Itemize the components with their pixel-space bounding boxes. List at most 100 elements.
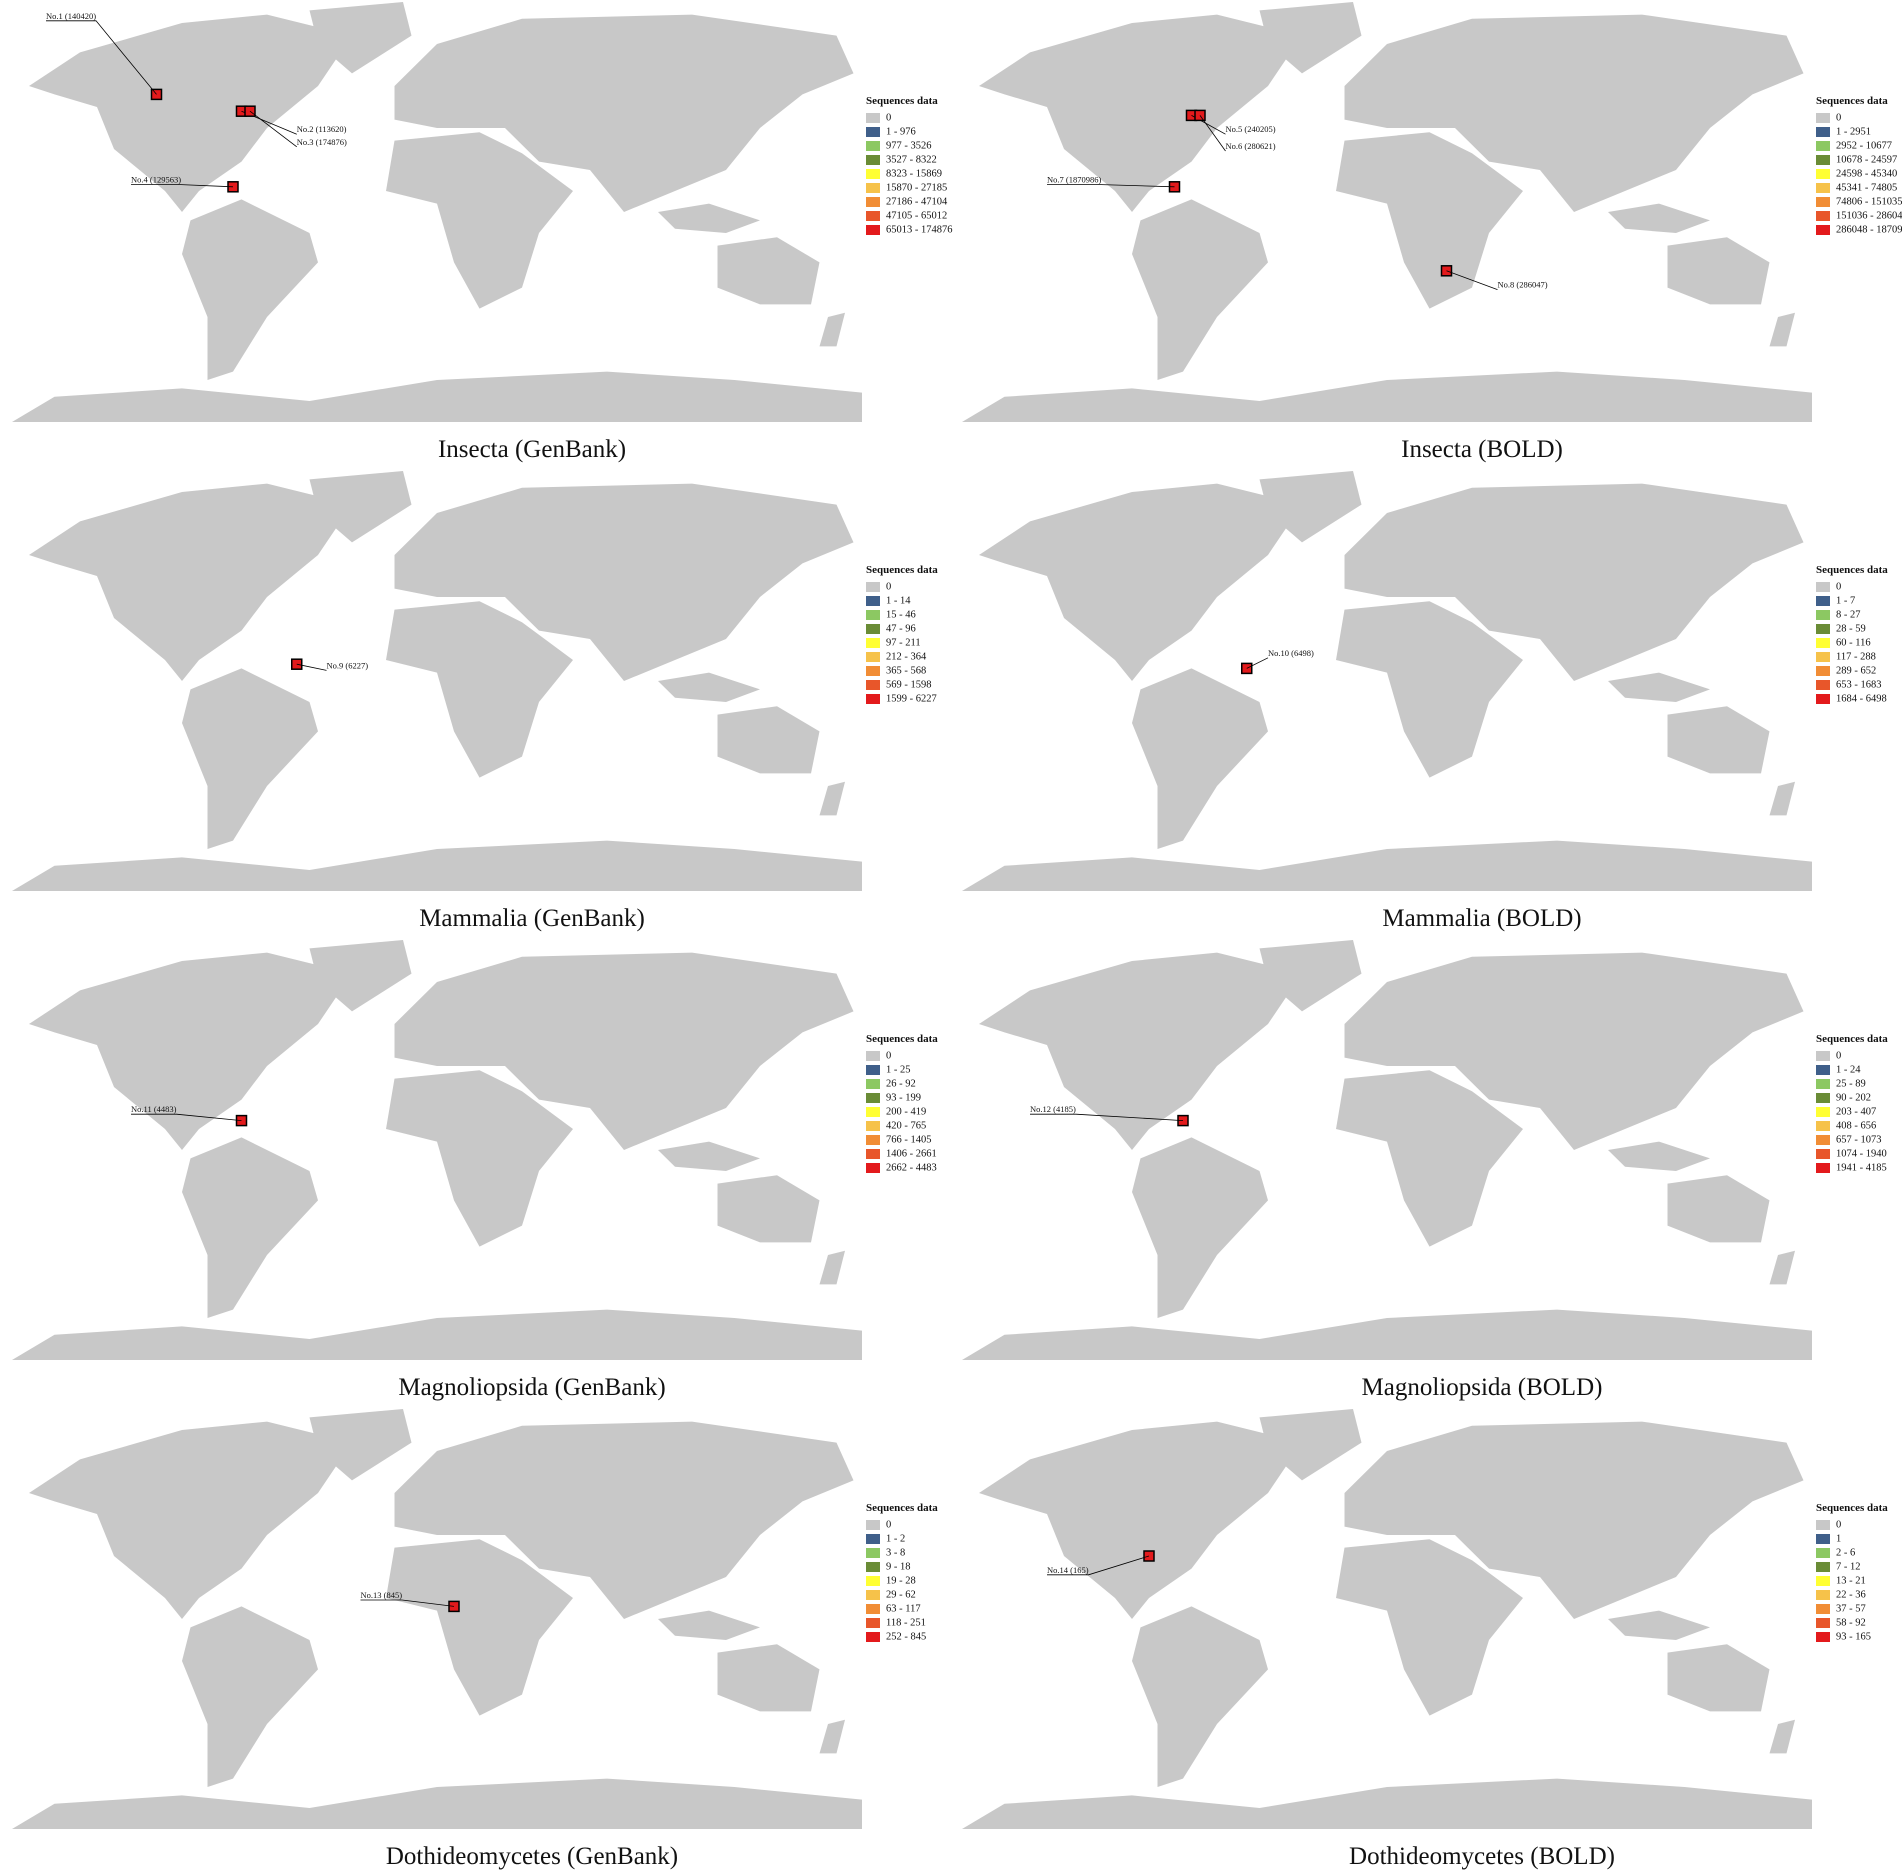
legend-label: 13 - 21 <box>1836 1575 1866 1586</box>
land <box>1608 203 1710 233</box>
land <box>658 203 760 233</box>
legend-label: 28 - 59 <box>1836 623 1866 634</box>
legend-swatch <box>866 1079 880 1089</box>
legend-swatch <box>866 1548 880 1558</box>
legend-swatch <box>1816 610 1830 620</box>
legend-swatch <box>1816 1632 1830 1642</box>
legend-label: 3527 - 8322 <box>886 154 937 165</box>
land <box>394 14 854 212</box>
legend-label: 653 - 1683 <box>1836 679 1882 690</box>
land <box>182 1606 318 1787</box>
land <box>962 371 1812 422</box>
legend-swatch <box>1816 155 1830 165</box>
map-panel: No.10 (6498) Sequences data 0 1 - 7 8 - 27 28… <box>962 471 1888 932</box>
legend-swatch <box>866 1632 880 1642</box>
land <box>962 840 1812 891</box>
legend-swatch <box>866 596 880 606</box>
land <box>1259 471 1362 543</box>
land <box>386 601 573 778</box>
panel-title: Mammalia (GenBank) <box>419 905 645 932</box>
panel-title: Mammalia (BOLD) <box>1382 905 1581 932</box>
legend-label: 1 - 25 <box>886 1064 911 1075</box>
legend-label: 212 - 364 <box>886 651 927 662</box>
map-panel: No.12 (4185) Sequences data 0 1 - 24 25 - 89… <box>962 940 1888 1401</box>
legend-label: 252 - 845 <box>886 1631 926 1642</box>
legend-swatch <box>866 624 880 634</box>
legend-label: 27186 - 47104 <box>886 196 948 207</box>
legend-label: 47 - 96 <box>886 623 916 634</box>
legend-label: 1 - 7 <box>1836 595 1855 606</box>
legend-swatch <box>866 1618 880 1628</box>
land <box>819 781 845 816</box>
land <box>717 1175 820 1243</box>
panel-title: Dothideomycetes (BOLD) <box>1349 1843 1615 1870</box>
legend-label: 97 - 211 <box>886 637 921 648</box>
legend-title: Sequences data <box>866 1502 938 1514</box>
legend-swatch <box>1816 141 1830 151</box>
legend-swatch <box>866 1534 880 1544</box>
legend-swatch <box>866 680 880 690</box>
annotation: No.14 (165) <box>1047 1565 1089 1575</box>
land <box>658 672 760 702</box>
annotation: No.7 (1870986) <box>1047 175 1101 185</box>
land <box>12 1309 862 1360</box>
panel-title: Insecta (BOLD) <box>1401 436 1563 463</box>
legend-label: 1406 - 2661 <box>886 1148 937 1159</box>
legend-label: 1 <box>1836 1533 1841 1544</box>
legend-swatch <box>1816 666 1830 676</box>
legend-swatch <box>866 1590 880 1600</box>
legend-label: 0 <box>1836 112 1841 123</box>
legend-swatch <box>1816 127 1830 137</box>
legend-label: 9 - 18 <box>886 1561 911 1572</box>
legend-label: 977 - 3526 <box>886 140 932 151</box>
legend-swatch <box>1816 624 1830 634</box>
annotation: No.10 (6498) <box>1268 648 1314 658</box>
land <box>1259 1409 1362 1481</box>
legend-label: 0 <box>886 1050 891 1061</box>
legend-swatch <box>1816 582 1830 592</box>
legend-label: 1 - 14 <box>886 595 911 606</box>
legend-swatch <box>866 127 880 137</box>
leader-line <box>46 20 157 95</box>
land <box>309 471 412 543</box>
land <box>1336 1539 1523 1716</box>
legend-swatch <box>866 1051 880 1061</box>
land <box>386 1070 573 1247</box>
legend-title: Sequences data <box>1816 95 1888 107</box>
legend-swatch <box>1816 1604 1830 1614</box>
leader-line <box>131 184 234 188</box>
land <box>182 199 318 380</box>
legend-label: 1074 - 1940 <box>1836 1148 1887 1159</box>
legend-swatch <box>1816 1079 1830 1089</box>
annotation: No.11 (4483) <box>131 1104 177 1114</box>
legend-swatch <box>866 1576 880 1586</box>
map-panel: No.13 (845) Sequences data 0 1 - 2 3 - 8 9 - … <box>12 1409 938 1870</box>
annotation: No.3 (174876) <box>297 137 347 147</box>
legend-label: 15 - 46 <box>886 609 916 620</box>
land <box>658 1610 760 1640</box>
legend-label: 45341 - 74805 <box>1836 182 1897 193</box>
legend-swatch <box>1816 652 1830 662</box>
land <box>12 840 862 891</box>
legend-label: 1 - 2951 <box>1836 126 1871 137</box>
legend-label: 74806 - 151035 <box>1836 196 1902 207</box>
panel-title: Magnoliopsida (GenBank) <box>398 1374 665 1401</box>
legend-label: 0 <box>1836 1519 1841 1530</box>
land <box>1336 601 1523 778</box>
land <box>717 237 820 305</box>
land <box>717 1644 820 1712</box>
legend-swatch <box>1816 694 1830 704</box>
legend-title: Sequences data <box>1816 564 1888 576</box>
land <box>979 952 1302 1150</box>
leader-line <box>1446 270 1498 290</box>
leader-line <box>1047 184 1175 188</box>
legend-label: 1 - 2 <box>886 1533 905 1544</box>
legend-title: Sequences data <box>866 95 938 107</box>
legend-swatch <box>866 638 880 648</box>
land <box>1259 2 1362 74</box>
legend-swatch <box>866 1093 880 1103</box>
legend-label: 47105 - 65012 <box>886 210 947 221</box>
legend-label: 151036 - 286047 <box>1836 210 1902 221</box>
leader-line <box>1199 115 1226 152</box>
